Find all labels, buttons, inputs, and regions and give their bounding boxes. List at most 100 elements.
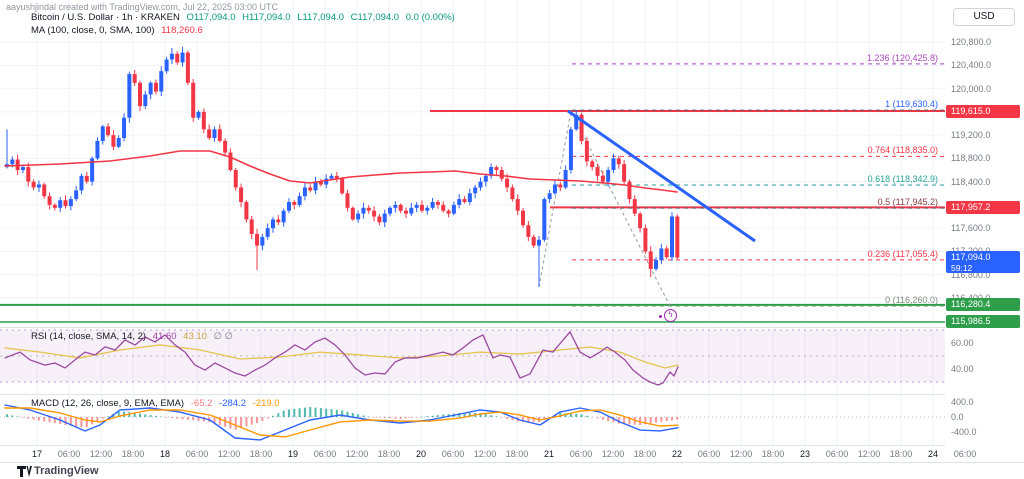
macd-histogram-bar (48, 417, 51, 423)
macd-histogram-bar (623, 417, 626, 425)
currency-button[interactable]: USD (953, 8, 1015, 26)
descending-trendline (567, 109, 756, 243)
candle-body (148, 82, 153, 95)
time-tick-hour: 06:00 (441, 449, 465, 459)
macd-histogram-bar (415, 417, 418, 418)
symbol-title[interactable]: Bitcoin / U.S. Dollar · 1h · KRAKEN (31, 12, 180, 23)
candle-body (318, 181, 323, 185)
pane-separator-rsi[interactable] (0, 327, 1024, 328)
candle-body (191, 82, 196, 118)
time-axis[interactable]: 17 06:00 12:00 18:00 18 06:00 12:00 18:00 19 06:0… (0, 446, 1024, 462)
macd-histogram-bar (272, 415, 274, 417)
macd-histogram-bar (580, 414, 583, 417)
candle-body (489, 167, 494, 176)
candle-body (159, 71, 164, 92)
macd-histogram-bar (181, 417, 184, 420)
macd-histogram-bar (144, 414, 147, 417)
ohlc-change: 0.0 (0.00%) (405, 12, 455, 23)
macd-histogram-bar (655, 417, 658, 423)
macd-histogram-bar (11, 415, 14, 417)
tradingview-logo-icon[interactable] (17, 466, 32, 477)
macd-histogram-bar (383, 417, 386, 418)
macd-histogram-bar (357, 414, 360, 417)
fib-label-0: 0 (116,260.0) (885, 295, 938, 306)
pattern-marker-icon[interactable]: ϟ (664, 309, 677, 322)
time-tick-hour: 18:00 (377, 449, 401, 459)
macd-histogram-bar (197, 417, 200, 421)
candle-body (372, 210, 377, 217)
macd-histogram-bar (484, 414, 487, 417)
macd-histogram-bar (676, 417, 679, 420)
macd-histogram-bar (612, 417, 615, 423)
macd-histogram-bar (378, 417, 381, 418)
candle-body (340, 178, 345, 194)
macd-histogram-bar (176, 417, 179, 419)
pattern-marker-dot (659, 315, 662, 318)
macd-histogram-bar (330, 409, 333, 417)
macd-histogram-bar (436, 415, 439, 417)
candle-body (271, 219, 275, 229)
macd-signal-value: -219.0 (252, 398, 280, 409)
pane-separator-macd[interactable] (0, 394, 1024, 395)
candle-body (31, 181, 36, 188)
macd-histogram-bar (319, 408, 322, 417)
candle-body (286, 201, 291, 211)
candle-body (52, 204, 57, 208)
candle-body (217, 129, 222, 141)
macd-histogram-bar (123, 411, 126, 417)
ma-label[interactable]: MA (100, close, 0, SMA, 100) (31, 25, 155, 36)
rsi-label[interactable]: RSI (14, close, SMA, 14, 2) (31, 331, 147, 342)
macd-histogram-bar (426, 416, 429, 417)
fib-label-0.618: 0.618 (118,342.9) (867, 173, 938, 184)
candle-body (233, 170, 238, 188)
rsi-ma-line (4, 344, 679, 369)
macd-histogram-bar (431, 415, 434, 417)
candle-body (138, 82, 142, 107)
candle-body (58, 200, 63, 208)
candle-body (313, 181, 318, 191)
macd-histogram-bar (325, 408, 328, 417)
macd-histogram-bar (410, 417, 413, 418)
rsi-ma-value: 43.10 (183, 331, 207, 342)
candle-body (425, 207, 430, 211)
rsi-legend[interactable]: RSI (14, close, SMA, 14, 2) 41.60 43.10 … (31, 331, 237, 342)
candle-body (26, 167, 31, 182)
time-tick-hour: 18:00 (889, 449, 913, 459)
macd-histogram-bar (293, 408, 296, 417)
macd-legend[interactable]: MACD (12, 26, close, 9, EMA, EMA) -65.2 … (31, 398, 284, 409)
candle-body (441, 204, 446, 211)
macd-histogram-bar (314, 407, 317, 417)
tradingview-brand[interactable]: TradingView (34, 465, 99, 477)
macd-histogram-bar (660, 417, 663, 422)
macd-histogram-bar (569, 413, 572, 417)
macd-histogram-bar (665, 417, 668, 422)
candle-body (297, 196, 302, 205)
candle-body (446, 210, 451, 214)
macd-histogram-bar (628, 417, 631, 425)
macd-histogram-bar (442, 414, 445, 417)
time-tick-hour: 06:00 (953, 449, 977, 459)
macd-label[interactable]: MACD (12, 26, close, 9, EMA, EMA) (31, 398, 185, 409)
price-badge: 117,094.0 59:12 (946, 250, 1020, 273)
ma-legend[interactable]: MA (100, close, 0, SMA, 100) 118,260.6 (31, 25, 207, 36)
price-axis[interactable]: USD 120,800.0 120,400.0 120,000.0 119,200.0… (945, 0, 1024, 462)
candle-body (116, 138, 121, 147)
candle-body (324, 178, 329, 185)
macd-histogram-bar (149, 415, 152, 417)
candle-body (499, 170, 504, 179)
time-tick-hour: 12:00 (217, 449, 241, 459)
rsi-tick: 40.00 (951, 364, 974, 374)
candle-body (611, 158, 616, 171)
candle-body (132, 74, 137, 83)
candle-body (537, 239, 541, 246)
candle-body (675, 216, 680, 258)
macd-tick: -400.0 (951, 427, 977, 437)
macd-histogram-bar (351, 413, 354, 417)
macd-histogram-bar (96, 417, 99, 422)
candle-body (574, 114, 579, 130)
macd-histogram-bar (495, 416, 498, 417)
candle-body (127, 74, 132, 118)
macd-histogram-bar (27, 417, 30, 419)
symbol-legend[interactable]: Bitcoin / U.S. Dollar · 1h · KRAKEN O117… (31, 12, 459, 23)
